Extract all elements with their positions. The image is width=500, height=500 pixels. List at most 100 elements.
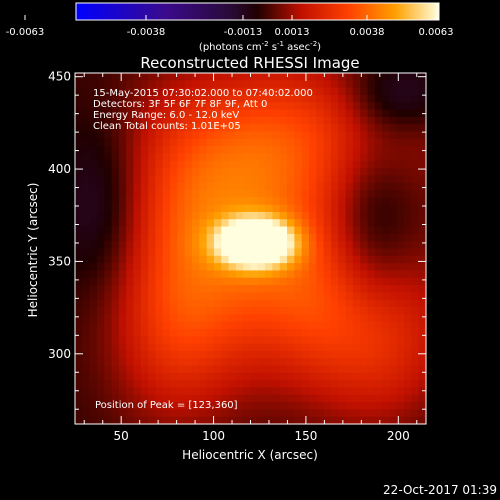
heatmap-cell bbox=[330, 87, 339, 96]
heatmap-cell bbox=[389, 87, 398, 96]
heatmap-cell bbox=[184, 343, 193, 352]
heatmap-cell bbox=[155, 124, 164, 133]
heatmap-cell bbox=[265, 299, 274, 308]
heatmap-cell bbox=[82, 299, 91, 308]
heatmap-cell bbox=[104, 190, 113, 198]
heatmap-cell bbox=[382, 380, 391, 389]
heatmap-cell bbox=[89, 94, 98, 103]
heatmap-cell bbox=[126, 226, 135, 235]
heatmap-cell bbox=[382, 394, 391, 403]
heatmap-cell bbox=[148, 233, 157, 242]
heatmap-cell bbox=[279, 131, 288, 140]
heatmap-cell bbox=[301, 263, 310, 272]
heatmap-cell bbox=[228, 204, 237, 213]
heatmap-cell bbox=[89, 285, 98, 293]
heatmap-cell bbox=[75, 387, 83, 396]
heatmap-cell bbox=[118, 307, 127, 315]
heatmap-cell bbox=[418, 87, 427, 96]
heatmap-cell bbox=[75, 321, 83, 330]
heatmap-cell bbox=[118, 299, 127, 308]
heatmap-cell bbox=[104, 116, 113, 125]
heatmap-cell bbox=[338, 255, 347, 264]
heatmap-cell bbox=[104, 204, 113, 213]
heatmap-cell bbox=[111, 175, 120, 184]
heatmap-cell bbox=[411, 160, 420, 169]
heatmap-cell bbox=[118, 350, 127, 359]
heatmap-cell bbox=[170, 116, 178, 125]
heatmap-cell bbox=[265, 146, 274, 155]
heatmap-cell bbox=[411, 350, 420, 359]
heatmap-cell bbox=[213, 190, 222, 198]
heatmap-cell bbox=[294, 211, 303, 220]
heatmap-cell bbox=[404, 387, 412, 396]
heatmap-cell bbox=[382, 102, 391, 111]
heatmap-cell bbox=[148, 285, 157, 293]
heatmap-cell bbox=[243, 394, 252, 403]
heatmap-cell bbox=[279, 409, 288, 418]
heatmap-cell bbox=[199, 387, 208, 396]
heatmap-cell bbox=[148, 314, 157, 323]
heatmap-cell bbox=[352, 270, 361, 279]
heatmap-cell bbox=[104, 336, 113, 345]
heatmap-cell bbox=[184, 285, 193, 293]
heatmap-cell bbox=[404, 270, 412, 279]
heatmap-cell bbox=[323, 350, 332, 359]
heatmap-cell bbox=[360, 402, 369, 410]
heatmap-cell bbox=[352, 168, 361, 176]
heatmap-cell bbox=[345, 380, 354, 389]
heatmap-cell bbox=[272, 153, 281, 162]
heatmap-cell bbox=[162, 277, 171, 286]
heatmap-cell bbox=[192, 336, 200, 345]
heatmap-cell bbox=[389, 292, 398, 301]
heatmap-cell bbox=[75, 409, 83, 418]
heatmap-cell bbox=[104, 292, 113, 301]
heatmap-cell bbox=[126, 175, 135, 184]
heatmap-cell bbox=[294, 109, 303, 118]
heatmap-cell bbox=[155, 146, 164, 155]
heatmap-cell bbox=[126, 146, 135, 155]
heatmap-cell bbox=[155, 255, 164, 264]
heatmap-cell bbox=[389, 204, 398, 213]
heatmap-cell bbox=[177, 190, 186, 198]
heatmap-cell bbox=[338, 219, 347, 228]
heatmap-cell bbox=[323, 402, 332, 410]
heatmap-cell bbox=[287, 102, 295, 111]
heatmap-cell bbox=[221, 241, 230, 250]
heatmap-cell bbox=[184, 146, 193, 155]
heatmap-cell bbox=[404, 328, 412, 337]
heatmap-cell bbox=[148, 138, 157, 147]
heatmap-cell bbox=[155, 270, 164, 279]
heatmap-cell bbox=[104, 233, 113, 242]
heatmap-cell bbox=[257, 146, 266, 155]
heatmap-cell bbox=[133, 380, 142, 389]
heatmap-cell bbox=[338, 124, 347, 133]
heatmap-cell bbox=[294, 80, 303, 89]
heatmap-cell bbox=[294, 102, 303, 111]
heatmap-cell bbox=[418, 124, 427, 133]
heatmap-cell bbox=[316, 211, 325, 220]
heatmap-cell bbox=[389, 211, 398, 220]
heatmap-cell bbox=[309, 175, 317, 184]
heatmap-cell bbox=[111, 299, 120, 308]
heatmap-cell bbox=[192, 292, 200, 301]
heatmap-cell bbox=[404, 372, 412, 381]
heatmap-cell bbox=[140, 175, 149, 184]
heatmap-cell bbox=[75, 299, 83, 308]
heatmap-cell bbox=[272, 80, 281, 89]
colorbar bbox=[76, 3, 439, 20]
heatmap-cell bbox=[294, 124, 303, 133]
heatmap-cell bbox=[118, 197, 127, 206]
heatmap-cell bbox=[118, 314, 127, 323]
heatmap-cell bbox=[235, 387, 244, 396]
heatmap-cell bbox=[184, 358, 193, 367]
heatmap-cell bbox=[162, 160, 171, 169]
heatmap-cell bbox=[170, 416, 178, 425]
x-tick-label: 150 bbox=[294, 429, 317, 443]
heatmap-cell bbox=[235, 211, 244, 220]
heatmap-cell bbox=[352, 380, 361, 389]
heatmap-cell bbox=[199, 263, 208, 272]
heatmap-cell bbox=[374, 94, 383, 103]
heatmap-cell bbox=[228, 299, 237, 308]
heatmap-cell bbox=[330, 146, 339, 155]
heatmap-cell bbox=[360, 270, 369, 279]
